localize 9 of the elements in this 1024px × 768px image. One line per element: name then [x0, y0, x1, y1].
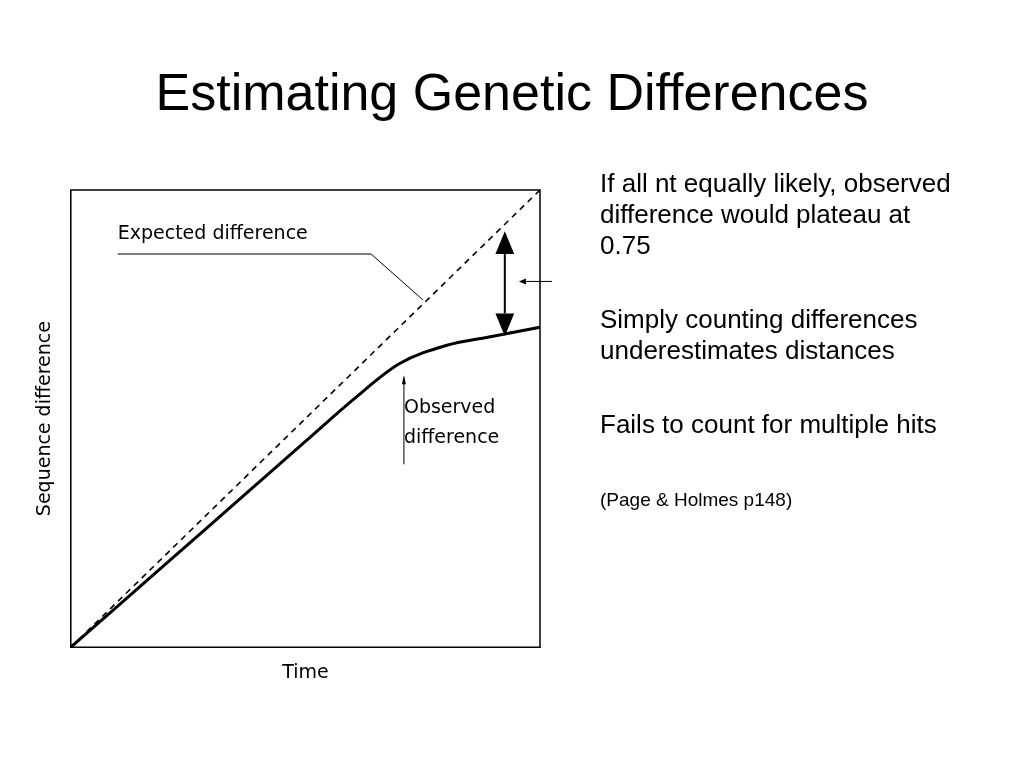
y-axis-title: Sequence difference [32, 321, 55, 517]
x-axis-title: Time [281, 659, 329, 682]
annotation: Expected difference [117, 220, 308, 246]
chart-title: Estimating Genetic Differences [154, 62, 870, 122]
text: Fails to count for multiple hits [600, 409, 938, 440]
text: If all nt equally likely, observed difference would plateau at 0.75 [600, 168, 952, 261]
text: (Page & Holmes p148) [600, 488, 794, 512]
text: Simply counting differences underestimates distances [600, 304, 919, 366]
annotation: Observed difference [403, 394, 501, 450]
